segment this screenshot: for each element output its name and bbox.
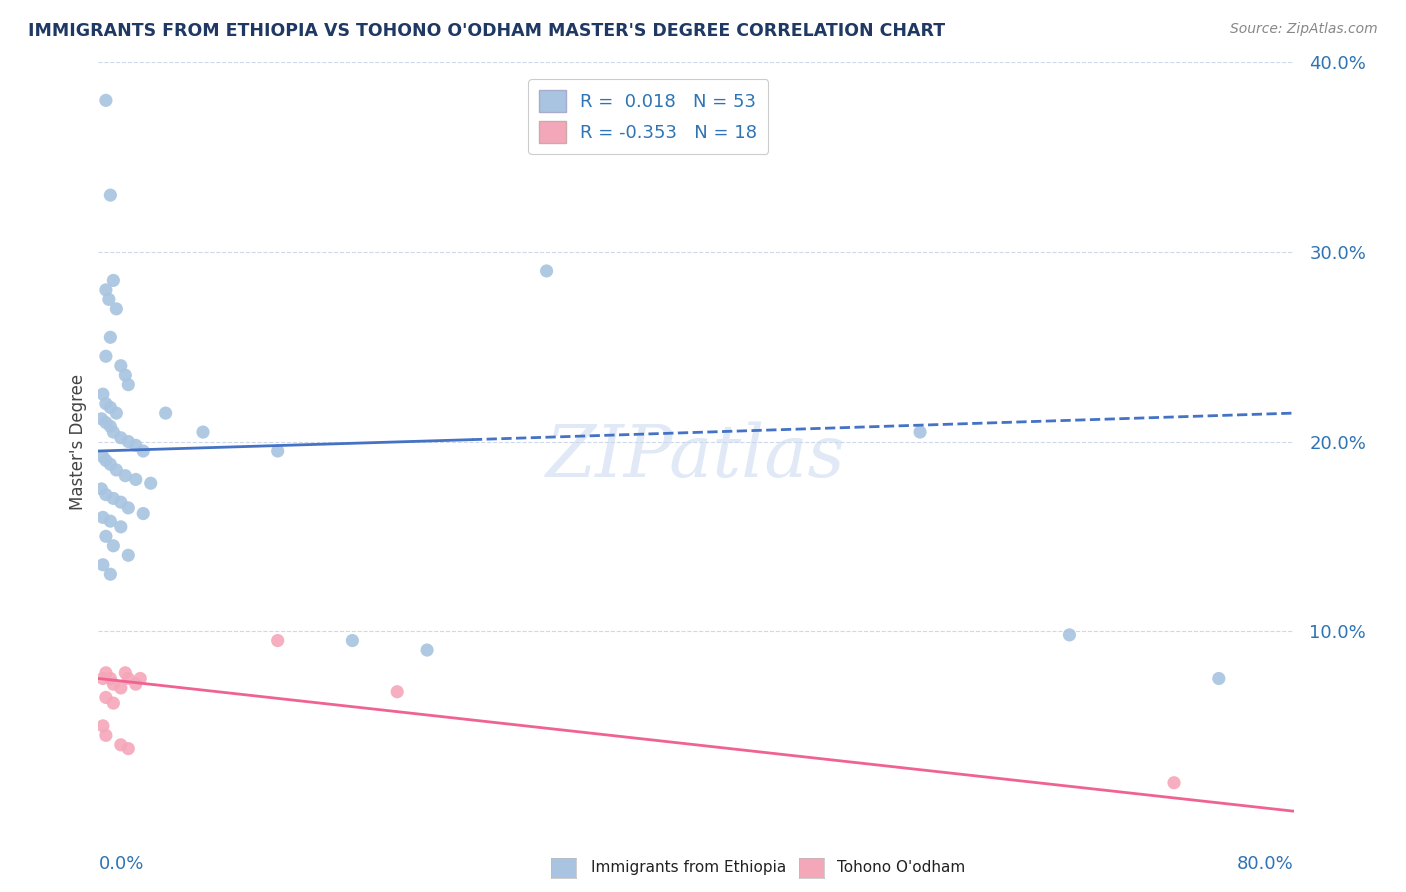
Point	[94, 728, 117, 742]
Point	[91, 450, 114, 464]
Point	[103, 425, 125, 439]
Text: 0.0%: 0.0%	[98, 855, 143, 872]
Point	[155, 406, 177, 420]
Point	[114, 468, 136, 483]
Point	[342, 633, 364, 648]
Point	[105, 463, 128, 477]
Point	[132, 507, 155, 521]
Point	[94, 665, 117, 680]
Point	[267, 633, 290, 648]
Point	[105, 406, 128, 420]
Point	[1059, 628, 1081, 642]
Point	[98, 567, 122, 582]
Point	[94, 283, 117, 297]
Text: IMMIGRANTS FROM ETHIOPIA VS TOHONO O'ODHAM MASTER'S DEGREE CORRELATION CHART: IMMIGRANTS FROM ETHIOPIA VS TOHONO O'ODH…	[28, 22, 945, 40]
Point	[110, 520, 132, 534]
Point	[908, 425, 931, 439]
Point	[103, 677, 125, 691]
Point	[385, 685, 409, 699]
Point	[90, 482, 112, 496]
Point	[94, 487, 117, 501]
Legend: R =  0.018   N = 53, R = -0.353   N = 18: R = 0.018 N = 53, R = -0.353 N = 18	[529, 79, 768, 153]
Point	[117, 741, 139, 756]
Point	[103, 491, 125, 506]
Point	[191, 425, 214, 439]
Point	[125, 473, 148, 487]
Point	[98, 188, 122, 202]
Text: Tohono O'odham: Tohono O'odham	[837, 860, 965, 874]
Point	[98, 401, 122, 415]
Point	[103, 696, 125, 710]
Point	[91, 510, 114, 524]
Point	[98, 514, 122, 528]
Point	[117, 672, 139, 686]
Point	[117, 500, 139, 515]
Point	[103, 273, 125, 287]
Point	[94, 416, 117, 430]
Point	[91, 387, 114, 401]
Point	[1163, 776, 1185, 790]
Point	[536, 264, 558, 278]
Point	[416, 643, 439, 657]
Point	[94, 349, 117, 363]
Point	[97, 293, 120, 307]
Point	[91, 558, 114, 572]
Point	[91, 672, 114, 686]
Point	[129, 672, 152, 686]
Point	[94, 529, 117, 543]
Point	[117, 548, 139, 563]
Point	[132, 444, 155, 458]
Point	[117, 434, 139, 449]
Point	[98, 672, 122, 686]
Point	[125, 438, 148, 452]
Point	[98, 457, 122, 471]
Point	[90, 412, 112, 426]
Point	[125, 677, 148, 691]
Text: Source: ZipAtlas.com: Source: ZipAtlas.com	[1230, 22, 1378, 37]
Point	[1208, 672, 1230, 686]
Point	[267, 444, 290, 458]
Point	[105, 301, 128, 316]
Text: ZIPatlas: ZIPatlas	[546, 421, 846, 492]
Point	[91, 719, 114, 733]
Text: Immigrants from Ethiopia: Immigrants from Ethiopia	[591, 860, 786, 874]
Point	[110, 495, 132, 509]
Point	[98, 330, 122, 344]
Y-axis label: Master's Degree: Master's Degree	[69, 374, 87, 509]
Point	[94, 93, 117, 107]
Point	[114, 368, 136, 383]
Point	[94, 453, 117, 467]
Text: 80.0%: 80.0%	[1237, 855, 1294, 872]
Point	[110, 431, 132, 445]
Point	[110, 738, 132, 752]
Point	[98, 419, 122, 434]
Point	[103, 539, 125, 553]
Point	[110, 681, 132, 695]
Point	[110, 359, 132, 373]
Point	[94, 396, 117, 410]
Point	[114, 665, 136, 680]
Point	[117, 377, 139, 392]
Point	[139, 476, 162, 491]
Point	[94, 690, 117, 705]
